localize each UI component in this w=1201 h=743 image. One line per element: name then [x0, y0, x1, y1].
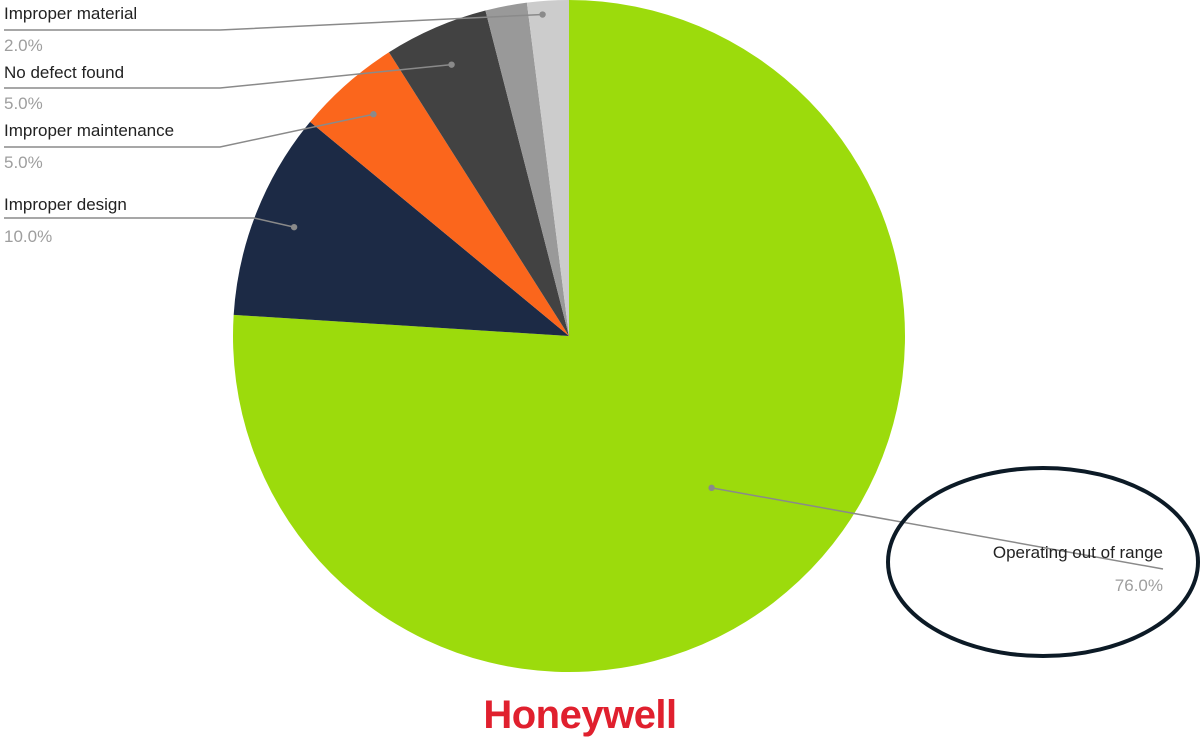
slice-percent-improper-maintenance: 5.0%: [4, 153, 43, 172]
leader-line-improper-design: [4, 217, 295, 228]
leader-dot-improper-maintenance: [370, 111, 377, 118]
leader-line-improper-maintenance: [4, 113, 374, 148]
honeywell-logo: Honeywell: [483, 693, 676, 737]
slice-label-improper-material: Improper material: [4, 4, 137, 23]
leader-dot-improper-material: [539, 11, 546, 18]
pie-slices: [233, 0, 905, 672]
slice-percent-improper-material: 2.0%: [4, 36, 43, 55]
pie-slice-improper-material: [485, 2, 569, 336]
leader-line-operating-out-of-range: [711, 487, 1164, 570]
pie-slice-no-defect-found: [388, 10, 569, 336]
pie-slice-unlabeled: [526, 0, 569, 336]
leader-lines: [4, 11, 1164, 570]
highlight-ellipse: [886, 466, 1200, 658]
slice-labels: Operating out of range 76.0% Improper desi…: [4, 4, 1163, 595]
slice-percent-no-defect-found: 5.0%: [4, 94, 43, 113]
slice-label-improper-maintenance: Improper maintenance: [4, 121, 174, 140]
pie-slice-improper-maintenance: [310, 52, 569, 336]
pie-slice-operating-out-of-range: [233, 0, 905, 672]
leader-dot-improper-design: [290, 223, 298, 231]
slice-percent-improper-design: 10.0%: [4, 227, 52, 246]
slice-label-improper-design: Improper design: [4, 195, 127, 214]
slice-label-operating-out-of-range: Operating out of range: [993, 543, 1163, 562]
leader-dot-no-defect-found: [448, 61, 455, 68]
slice-percent-operating-out-of-range: 76.0%: [1115, 576, 1163, 595]
slice-label-no-defect-found: No defect found: [4, 63, 124, 82]
pie-slice-improper-design: [233, 121, 569, 337]
leader-line-no-defect-found: [4, 63, 452, 89]
leader-dot-operating-out-of-range: [708, 484, 715, 492]
leader-line-improper-material: [4, 13, 543, 31]
